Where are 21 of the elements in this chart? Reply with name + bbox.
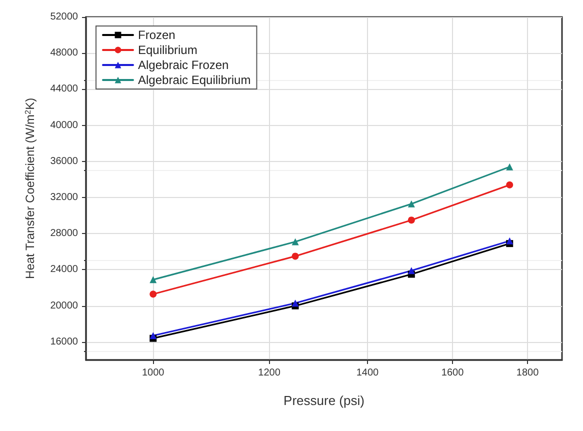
y-tick-label: 20000 [50, 300, 78, 312]
legend-label: Frozen [138, 28, 176, 42]
x-tick-label: 1800 [516, 368, 540, 378]
y-tick-label: 24000 [50, 264, 78, 276]
y-tick-label: 52000 [50, 12, 78, 22]
legend-label: Algebraic Equilibrium [138, 73, 251, 87]
legend-label: Algebraic Frozen [138, 58, 229, 72]
y-axis-title: Heat Transfer Coefficient (W/m2K) [23, 98, 37, 279]
y-tick-label: 48000 [50, 48, 78, 59]
y-tick-label: 44000 [50, 84, 78, 95]
x-tick-label: 1200 [258, 368, 281, 378]
y-tick-label: 36000 [50, 156, 78, 167]
legend-label: Equilibrium [138, 43, 198, 57]
y-tick-label: 28000 [50, 228, 78, 240]
x-tick-label: 1400 [356, 368, 380, 378]
x-tick-label: 1000 [142, 368, 165, 378]
y-tick-label: 16000 [50, 336, 78, 348]
x-tick-label: 1600 [441, 368, 464, 378]
y-tick-label: 40000 [50, 120, 78, 131]
y-tick-label: 32000 [50, 192, 78, 204]
x-axis-title: Pressure (psi) [284, 393, 364, 408]
